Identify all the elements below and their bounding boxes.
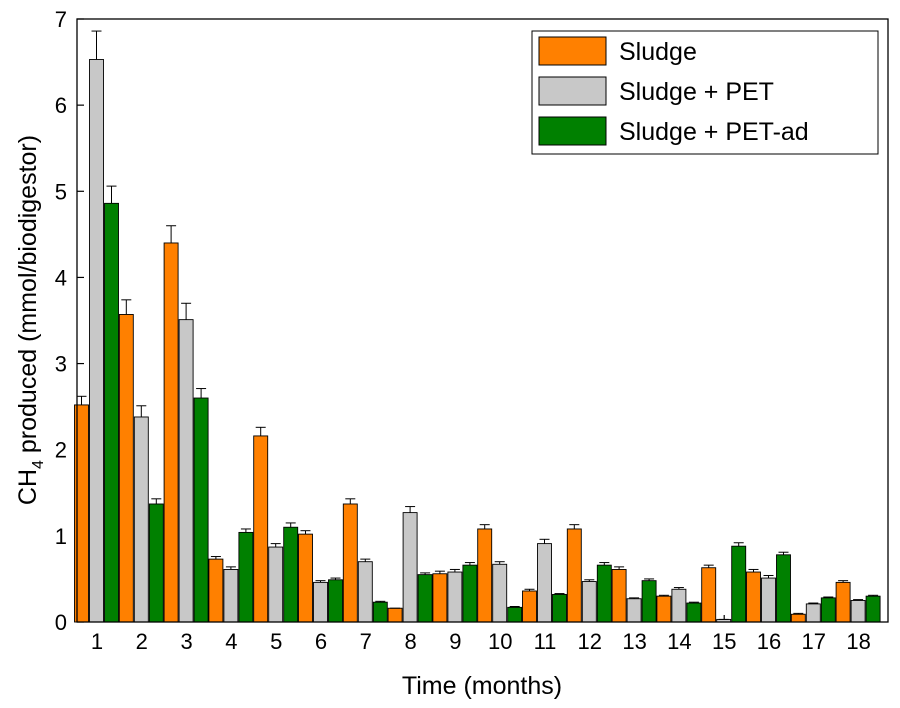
legend-label-sludge-pet-ad: Sludge + PET-ad [619,118,809,146]
bar-sludge-pet [178,319,194,623]
bar-sludge [118,314,134,623]
bar-sludge-pet [268,546,284,623]
bar-sludge [208,558,224,623]
y-axis-label-rest: produced (mmol/biodigestor) [14,135,42,460]
x-tick-label: 1 [91,629,103,654]
bar-series [74,30,881,623]
bar-sludge [566,528,582,623]
legend-swatch-sludge [538,36,607,66]
x-tick-label: 12 [578,629,602,654]
x-tick-label: 2 [136,629,148,654]
legend-label-sludge: Sludge [619,38,697,66]
bar-sludge-pet [223,569,239,623]
y-tick-label: 1 [55,524,67,549]
x-tick-label: 9 [449,629,461,654]
x-tick-label: 4 [225,629,237,654]
bar-sludge-pet-ad [641,580,657,623]
bar-sludge-pet [447,571,463,623]
bar-sludge [432,573,448,623]
plot-frame [76,18,889,623]
x-tick-label: 5 [270,629,282,654]
x-tick-label: 3 [180,629,192,654]
x-axis: 1 2 3 4 5 6 7 8 9 10 11 12 13 14 15 16 17 18 [91,615,871,654]
y-axis-label-ch: CH [14,469,42,505]
bar-sludge [790,613,806,623]
bar-sludge [746,571,761,623]
bar-sludge-pet-ad [731,545,747,623]
bar-sludge [611,569,627,623]
bar-sludge-pet [313,581,328,623]
y-tick-label: 3 [55,352,67,377]
x-tick-label: 16 [757,629,781,654]
x-tick-label: 13 [622,629,646,654]
bar-sludge-pet [850,600,866,623]
y-axis: 0 1 2 3 4 5 6 7 [55,7,84,635]
legend: Sludge Sludge + PET Sludge + PET-ad [531,30,879,155]
bar-sludge-pet [89,59,104,623]
x-tick-label: 15 [712,629,736,654]
bar-sludge-pet-ad [148,503,164,623]
x-tick-label: 6 [315,629,327,654]
y-axis-label: CH4 produced (mmol/biodigestor) [14,135,47,505]
bar-sludge [163,242,179,623]
bar-sludge-pet [133,416,149,623]
bar-sludge-pet-ad [820,597,836,623]
bar-sludge-pet-ad [552,593,567,623]
bar-sludge-pet [761,577,776,623]
y-tick-label: 0 [55,610,67,635]
x-tick-label: 10 [488,629,512,654]
bar-sludge [656,595,672,623]
bar-sludge-pet-ad [865,595,881,623]
bar-sludge [253,435,269,623]
bar-sludge-pet-ad [328,579,343,623]
bar-sludge-pet [671,588,687,623]
legend-swatch-sludge-pet [538,76,607,106]
bar-sludge-pet-ad [417,574,433,623]
y-tick-label: 5 [55,179,67,204]
legend-swatch-sludge-pet-ad [538,116,607,146]
bar-sludge-pet-ad [462,564,478,623]
y-tick-label: 6 [55,93,67,118]
bar-sludge-pet-ad [507,606,523,623]
bar-sludge-pet-ad [283,526,299,623]
bar-sludge [522,590,537,623]
bar-sludge [477,528,493,623]
bar-sludge-pet-ad [776,554,791,623]
legend-label-sludge-pet: Sludge + PET [619,78,774,106]
x-tick-label: 7 [360,629,372,654]
bar-sludge-pet [626,598,642,623]
y-tick-label: 7 [55,7,67,32]
bar-sludge-pet [357,561,373,623]
bar-sludge-pet [581,581,597,623]
bar-sludge [298,533,313,623]
bar-sludge [835,581,851,623]
bar-sludge-pet [402,512,418,623]
x-tick-label: 17 [802,629,826,654]
x-axis-label: Time (months) [402,672,562,700]
bar-sludge-pet-ad [238,531,254,623]
bar-sludge-pet [492,563,508,623]
y-tick-label: 4 [55,265,67,290]
bar-sludge-pet-ad [193,397,209,623]
bar-sludge [342,503,358,623]
x-tick-label: 11 [534,629,557,654]
bar-sludge-pet-ad [686,602,702,623]
bar-sludge-pet [805,603,821,623]
x-tick-label: 8 [404,629,416,654]
y-tick-label: 2 [55,438,67,463]
x-tick-label: 14 [667,629,691,654]
x-tick-label: 18 [846,629,870,654]
bar-sludge-pet [537,543,552,623]
bar-sludge [387,607,403,623]
bar-sludge-pet-ad [372,601,388,623]
y-axis-label-subscript: 4 [30,460,47,469]
bar-sludge-pet-ad [596,564,612,623]
bar-sludge [701,567,717,623]
bar-sludge-pet-ad [104,202,119,623]
